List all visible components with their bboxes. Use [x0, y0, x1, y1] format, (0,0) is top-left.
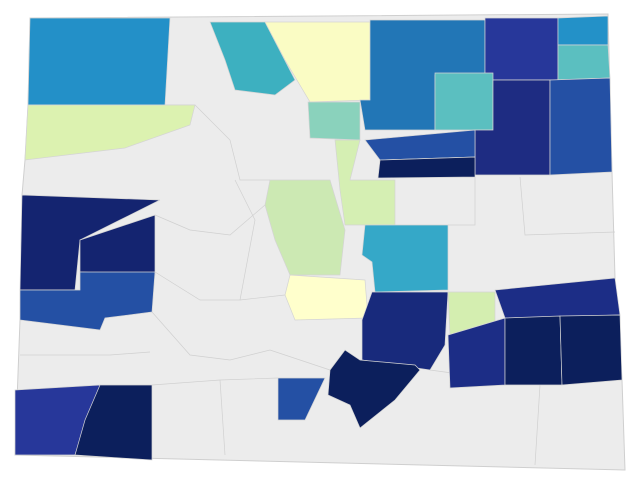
county	[264, 21, 371, 103]
county-border	[154, 271, 286, 301]
county	[24, 104, 196, 161]
county-border	[519, 176, 616, 236]
county	[327, 349, 421, 429]
county	[361, 224, 449, 293]
county	[74, 384, 153, 461]
counties	[14, 15, 623, 461]
county	[559, 314, 623, 386]
county	[377, 156, 476, 179]
county-border	[448, 177, 476, 226]
county	[549, 77, 613, 176]
county	[557, 15, 609, 46]
county	[484, 17, 559, 81]
county	[557, 44, 611, 81]
county-border	[20, 351, 151, 356]
county	[264, 179, 346, 276]
county	[277, 377, 326, 421]
county-border	[154, 204, 266, 236]
county	[504, 315, 563, 386]
county-border	[151, 311, 331, 371]
county	[307, 101, 361, 141]
county	[434, 72, 494, 131]
county	[284, 274, 369, 321]
county-border	[234, 179, 256, 301]
county	[19, 271, 156, 331]
county	[334, 139, 396, 226]
county	[361, 291, 449, 371]
county-border	[219, 379, 226, 456]
county-borders	[20, 104, 616, 466]
county	[27, 17, 171, 106]
